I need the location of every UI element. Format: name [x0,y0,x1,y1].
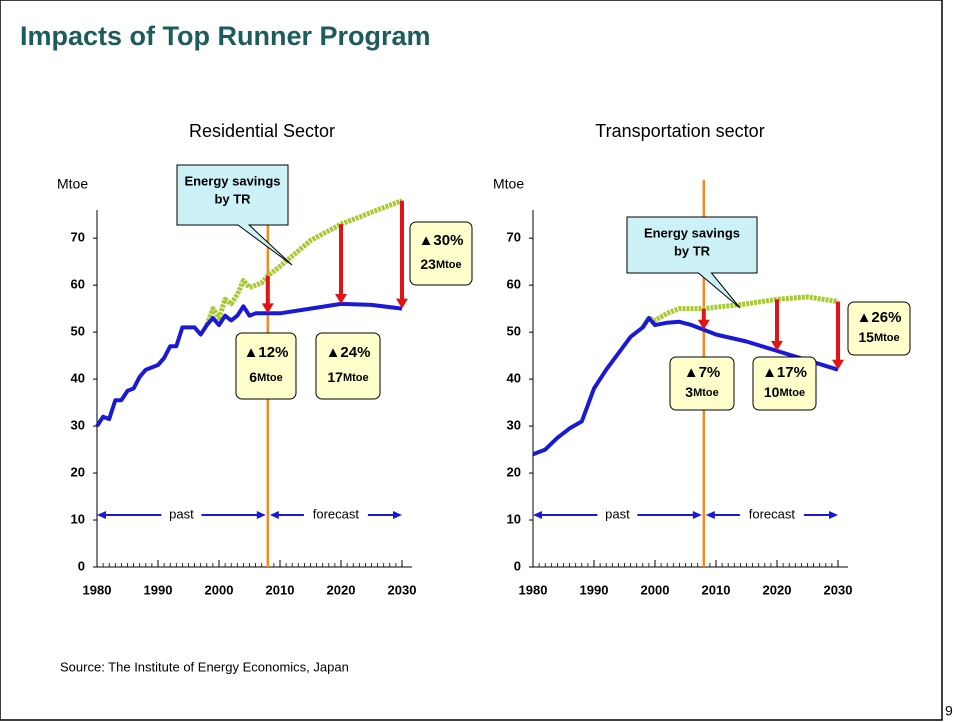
arrow-head [692,511,702,519]
savings-amount: 15Mtoe [858,329,899,345]
y-tick-label: 0 [78,558,85,573]
savings-arrow-head [771,340,783,351]
savings-value: 3 [685,384,693,400]
x-tick-label: 1990 [580,582,609,597]
arrow-head [533,511,542,519]
savings-arrow-head [697,319,710,330]
y-tick-label: 30 [71,418,85,433]
x-tick-label: 2030 [824,582,853,597]
savings-unit: Mtoe [343,372,369,384]
savings-value: 6 [249,369,257,385]
x-tick-label: 1980 [83,582,112,597]
savings-arrow-head [832,359,844,370]
savings-arrow-head [261,303,274,314]
y-tick-label: 70 [507,230,521,245]
y-tick-label: 10 [507,511,521,526]
savings-value: 23 [420,256,436,272]
arrow-head [393,511,402,519]
savings-amount: 10Mtoe [764,384,805,400]
x-tick-label: 2020 [763,582,792,597]
x-tick-label: 1980 [519,582,548,597]
savings-pct: ▲7% [684,364,721,381]
savings-amount: 17Mtoe [327,369,368,385]
series-line [204,198,403,326]
savings-pct: ▲24% [326,344,371,361]
callout-text: by TR [214,191,251,206]
y-tick-label: 20 [71,464,85,479]
x-tick-label: 2000 [205,582,234,597]
savings-value: 10 [764,384,780,400]
callout-text: Energy savings [184,173,280,188]
x-tick-label: 2010 [266,582,295,597]
period-label-bg [303,506,368,524]
period-label: past [169,506,194,521]
page-number: 9 [945,703,953,719]
y-tick-label: 60 [507,277,521,292]
callout-text: by TR [674,243,711,258]
savings-pct: ▲26% [857,309,902,326]
y-axis-unit: Mtoe [493,176,524,192]
savings-arrow-head [335,293,347,304]
savings-arrow-head [396,298,408,309]
savings-amount: 23Mtoe [420,256,461,272]
chart-title: Transportation sector [595,121,764,141]
series-line [95,301,403,428]
savings-unit: Mtoe [257,372,283,384]
period-label-bg [597,506,638,524]
savings-pct: ▲12% [244,344,289,361]
savings-amount: 3Mtoe [685,384,718,400]
arrow-head [97,511,106,519]
x-tick-label: 2030 [388,582,417,597]
savings-box [669,356,735,411]
x-tick-label: 2000 [641,582,670,597]
period-label: forecast [749,506,796,521]
period-label-bg [739,506,804,524]
callout-text: Energy savings [644,225,740,240]
y-tick-label: 40 [71,371,85,386]
savings-pct: ▲30% [419,232,464,249]
series-line [640,294,839,329]
x-tick-label: 2020 [327,582,356,597]
savings-box [315,332,381,400]
savings-value: 17 [327,369,343,385]
arrow-head [829,511,838,519]
slide-title: Impacts of Top Runner Program [20,21,431,51]
series-line [532,316,839,457]
chart-title: Residential Sector [189,121,335,141]
savings-value: 15 [858,329,874,345]
period-label-bg [161,506,202,524]
period-label: forecast [313,506,360,521]
y-tick-label: 50 [71,324,85,339]
arrow-head [705,511,715,519]
y-tick-label: 30 [507,418,521,433]
y-tick-label: 70 [71,230,85,245]
savings-unit: Mtoe [436,259,462,271]
arrow-head [269,511,279,519]
savings-unit: Mtoe [874,332,900,344]
source-note: Source: The Institute of Energy Economic… [60,659,349,674]
y-tick-label: 50 [507,324,521,339]
x-tick-label: 2010 [702,582,731,597]
savings-pct: ▲17% [762,364,807,381]
callout-bubble [176,164,293,266]
period-label: past [605,506,630,521]
y-tick-label: 0 [514,558,521,573]
callout-bubble [626,216,758,309]
y-tick-label: 40 [507,371,521,386]
savings-box [752,356,817,411]
y-tick-label: 20 [507,464,521,479]
savings-unit: Mtoe [693,387,719,399]
arrow-head [256,511,266,519]
y-tick-label: 60 [71,277,85,292]
savings-box [409,221,473,286]
y-axis-unit: Mtoe [57,176,88,192]
savings-box [847,301,911,356]
y-tick-label: 10 [71,511,85,526]
savings-box [235,332,297,400]
savings-amount: 6Mtoe [249,369,282,385]
savings-unit: Mtoe [779,387,805,399]
x-tick-label: 1990 [144,582,173,597]
